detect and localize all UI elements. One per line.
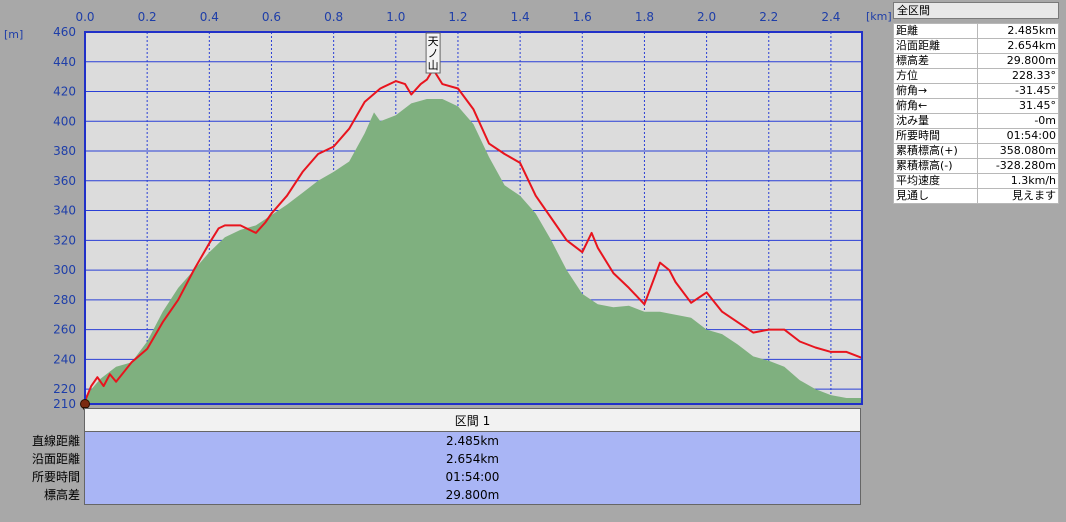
- plot-frame: [84, 31, 863, 405]
- y-tick-label: 440: [53, 55, 76, 69]
- y-tick-label: 360: [53, 174, 76, 188]
- stats-value: 31.45°: [976, 98, 1060, 114]
- stats-value: 01:54:00: [976, 128, 1060, 144]
- stats-label: 平均速度: [893, 173, 978, 189]
- stats-value: 2.654km: [976, 38, 1060, 54]
- x-tick-label: 1.6: [573, 10, 592, 24]
- stats-value: 29.800m: [976, 53, 1060, 69]
- y-tick-label: 240: [53, 352, 76, 366]
- y-tick-label: 280: [53, 293, 76, 307]
- section-label: 沿面距離: [31, 452, 80, 466]
- x-axis-unit: [km]: [866, 10, 892, 23]
- x-tick-label: 0.0: [75, 10, 94, 24]
- stats-value: 見えます: [976, 188, 1060, 204]
- section-label: 直線距離: [31, 434, 80, 448]
- section-value: 29.800m: [84, 486, 861, 505]
- stats-panel: 全区間 距離 2.485km 沿面距離 2.654km 標高差 29.800m 方位 228.…: [893, 2, 1060, 204]
- summit-label-char: ノ: [428, 47, 439, 60]
- section-value: 01:54:00: [84, 468, 861, 486]
- stats-label: 所要時間: [893, 128, 978, 144]
- stats-row: 俯角← 31.45°: [893, 98, 1060, 114]
- x-tick-label: 0.8: [324, 10, 343, 24]
- y-tick-label: 340: [53, 204, 76, 218]
- stats-label: 俯角→: [893, 83, 978, 99]
- x-tick-label: 2.0: [697, 10, 716, 24]
- stats-label: 距離: [893, 23, 978, 39]
- x-tick-label: 1.8: [635, 10, 654, 24]
- stats-label: 累積標高(-): [893, 158, 978, 174]
- section-row-labels: 直線距離沿面距離所要時間標高差: [0, 432, 80, 504]
- stats-value: -328.280m: [976, 158, 1060, 174]
- x-tick-label: 0.6: [262, 10, 281, 24]
- x-tick-label: 0.2: [138, 10, 157, 24]
- stats-row: 累積標高(-) -328.280m: [893, 158, 1060, 174]
- y-tick-label: 320: [53, 233, 76, 247]
- section-label: 所要時間: [31, 470, 80, 484]
- stats-row: 見通し 見えます: [893, 188, 1060, 204]
- stats-row: 沈み量 -0m: [893, 113, 1060, 129]
- y-tick-label: 460: [53, 25, 76, 39]
- x-tick-label: 2.4: [821, 10, 840, 24]
- x-tick-label: 1.4: [511, 10, 530, 24]
- stats-row: 沿面距離 2.654km: [893, 38, 1060, 54]
- stats-value: 228.33°: [976, 68, 1060, 84]
- section-title[interactable]: 区間 1: [84, 408, 861, 432]
- stats-label: 累積標高(+): [893, 143, 978, 159]
- section-label: 標高差: [43, 488, 80, 502]
- summit-label-char: 山: [428, 59, 439, 72]
- summit-label-char: 天: [428, 35, 439, 48]
- stats-label: 方位: [893, 68, 978, 84]
- section-table: 区間 1 2.485km 2.654km 01:54:00 29.800m: [84, 408, 861, 505]
- y-axis-unit: [m]: [4, 28, 23, 41]
- stats-table: 距離 2.485km 沿面距離 2.654km 標高差 29.800m 方位 228.33° 俯…: [893, 23, 1060, 204]
- x-tick-label: 1.2: [448, 10, 467, 24]
- stats-label: 標高差: [893, 53, 978, 69]
- stats-label: 沈み量: [893, 113, 978, 129]
- y-tick-label: 420: [53, 85, 76, 99]
- y-tick-label: 210: [53, 397, 76, 411]
- stats-row: 俯角→ -31.45°: [893, 83, 1060, 99]
- stats-row: 標高差 29.800m: [893, 53, 1060, 69]
- stats-value: -31.45°: [976, 83, 1060, 99]
- stats-label: 俯角←: [893, 98, 978, 114]
- y-tick-label: 300: [53, 263, 76, 277]
- section-value: 2.654km: [84, 450, 861, 468]
- stats-header: 全区間: [893, 2, 1059, 19]
- stats-label: 見通し: [893, 188, 978, 204]
- y-tick-label: 260: [53, 323, 76, 337]
- stats-value: 2.485km: [976, 23, 1060, 39]
- terrain-area: [85, 99, 862, 404]
- x-tick-label: 0.4: [200, 10, 219, 24]
- stats-row: 方位 228.33°: [893, 68, 1060, 84]
- stats-row: 所要時間 01:54:00: [893, 128, 1060, 144]
- stats-value: 1.3km/h: [976, 173, 1060, 189]
- x-tick-label: 1.0: [386, 10, 405, 24]
- stats-value: 358.080m: [976, 143, 1060, 159]
- y-tick-label: 220: [53, 382, 76, 396]
- x-tick-label: 2.2: [759, 10, 778, 24]
- stats-row: 累積標高(+) 358.080m: [893, 143, 1060, 159]
- y-tick-label: 380: [53, 144, 76, 158]
- stats-row: 距離 2.485km: [893, 23, 1060, 39]
- section-value: 2.485km: [84, 432, 861, 450]
- summit-label-box: [425, 32, 441, 74]
- stats-label: 沿面距離: [893, 38, 978, 54]
- y-tick-label: 400: [53, 114, 76, 128]
- stats-row: 平均速度 1.3km/h: [893, 173, 1060, 189]
- stats-value: -0m: [976, 113, 1060, 129]
